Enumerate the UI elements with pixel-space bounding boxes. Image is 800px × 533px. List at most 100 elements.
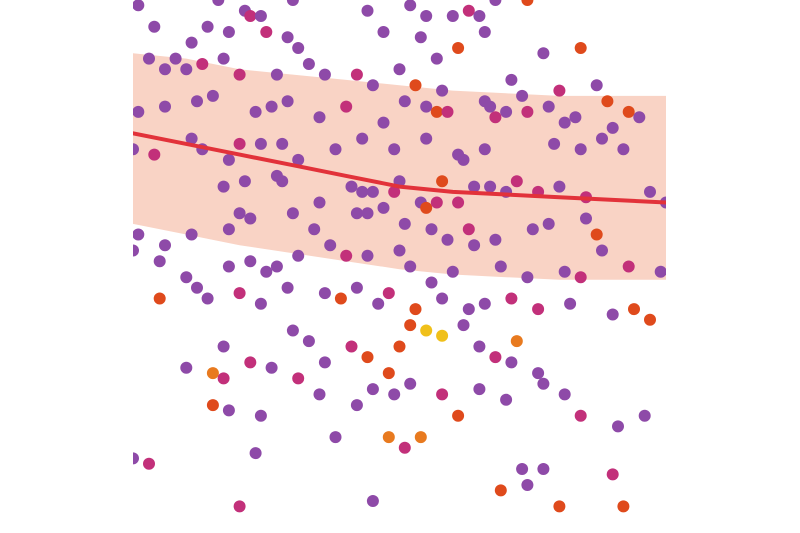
data-point — [521, 479, 534, 491]
data-point — [505, 356, 518, 369]
data-point — [260, 265, 273, 278]
data-point — [350, 207, 363, 220]
data-point — [356, 185, 369, 198]
data-point — [302, 58, 315, 70]
data-point — [532, 367, 545, 380]
data-point — [244, 356, 257, 369]
data-point — [489, 111, 502, 124]
data-point — [596, 244, 608, 257]
data-point — [558, 388, 571, 401]
data-point — [212, 0, 225, 6]
data-point — [537, 47, 550, 60]
data-point — [430, 196, 443, 209]
data-point — [404, 260, 417, 273]
data-point — [420, 100, 433, 113]
data-point — [436, 329, 449, 342]
data-point — [217, 52, 230, 65]
data-point — [244, 212, 257, 225]
data-point — [270, 260, 283, 273]
trend-line — [133, 131, 666, 205]
data-point — [574, 42, 587, 54]
data-point — [420, 10, 433, 22]
data-point — [254, 409, 267, 422]
data-point — [430, 52, 443, 65]
data-point — [254, 297, 267, 310]
data-point — [478, 143, 491, 156]
data-point — [436, 388, 449, 401]
data-point — [612, 420, 624, 433]
data-point — [500, 393, 513, 406]
data-point — [521, 0, 534, 6]
data-point — [420, 324, 433, 337]
data-point — [441, 233, 454, 246]
data-point — [281, 31, 294, 44]
data-point — [318, 356, 331, 369]
data-point — [468, 180, 481, 193]
data-point — [638, 409, 651, 422]
data-point — [350, 68, 363, 81]
data-point — [233, 500, 246, 513]
data-point — [254, 137, 267, 150]
data-point — [148, 148, 161, 161]
data-point — [244, 255, 257, 268]
data-point — [484, 100, 497, 113]
data-point — [286, 207, 299, 220]
data-point — [414, 431, 427, 444]
data-points — [133, 0, 666, 513]
data-point — [441, 105, 454, 118]
data-point — [516, 89, 529, 102]
data-point — [553, 84, 566, 97]
data-point — [478, 297, 491, 310]
data-point — [361, 351, 374, 364]
data-point — [217, 372, 230, 385]
data-point — [286, 0, 299, 6]
data-point — [473, 10, 486, 22]
data-point — [654, 265, 666, 278]
data-point — [382, 367, 395, 380]
data-point — [361, 249, 374, 262]
data-point — [286, 324, 299, 337]
data-point — [206, 89, 219, 102]
data-point — [276, 175, 289, 188]
data-point — [329, 143, 342, 156]
data-point — [516, 463, 529, 475]
data-point — [420, 132, 433, 145]
data-point — [494, 260, 507, 273]
data-point — [350, 281, 363, 294]
data-point — [505, 73, 518, 86]
data-point — [313, 111, 326, 124]
data-point — [532, 303, 545, 316]
data-point — [350, 399, 363, 412]
data-point — [468, 239, 481, 252]
data-point — [180, 63, 193, 76]
data-point — [169, 52, 182, 65]
data-point — [606, 121, 619, 134]
data-point — [574, 143, 587, 156]
data-point — [606, 308, 619, 321]
data-point — [153, 292, 166, 305]
data-point — [409, 303, 422, 316]
data-point — [196, 58, 209, 70]
data-point — [510, 335, 523, 348]
data-point — [238, 175, 251, 188]
data-point — [292, 249, 305, 262]
data-point — [644, 185, 656, 198]
data-point — [574, 409, 587, 422]
data-point — [254, 10, 267, 22]
data-point — [233, 207, 246, 220]
data-point — [382, 431, 395, 444]
data-point — [462, 223, 475, 236]
data-point — [617, 143, 630, 156]
data-point — [569, 111, 582, 124]
data-point — [398, 95, 411, 108]
data-point — [377, 116, 390, 129]
data-point — [521, 105, 534, 118]
data-point — [596, 132, 608, 145]
data-point — [143, 457, 155, 470]
data-point — [133, 452, 139, 465]
data-point — [159, 63, 171, 76]
data-point — [133, 0, 145, 12]
data-point — [617, 500, 630, 513]
data-point — [133, 143, 139, 156]
